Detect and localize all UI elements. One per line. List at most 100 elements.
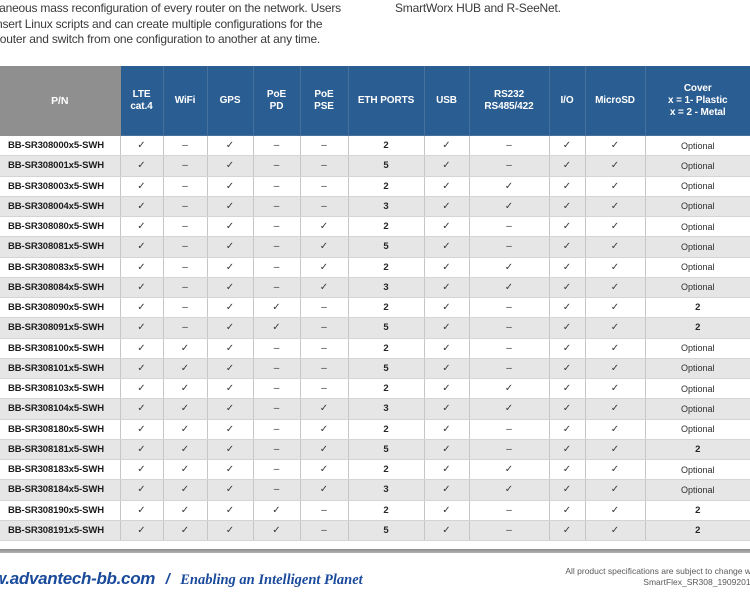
dash-icon: – [163, 135, 208, 157]
part-number-cell: BB-SR308104x5-SWH [0, 398, 121, 420]
spec-value-cell: 2 [645, 520, 750, 542]
dash-icon: – [253, 338, 301, 359]
check-icon: ✓ [120, 277, 164, 299]
spec-table-container: P/N LTE cat.4 WiFi GPS PoE PD PoE PSE ETH PORTS US… [0, 66, 750, 542]
part-number-cell: BB-SR308103x5-SWH [0, 378, 121, 400]
dash-icon: – [300, 196, 349, 218]
check-icon: ✓ [207, 439, 254, 461]
column-header: WiFi [163, 66, 208, 136]
check-icon: ✓ [424, 257, 470, 278]
intro-paragraph: taneous mass reconfiguration of every ro… [0, 1, 381, 48]
check-icon: ✓ [120, 155, 164, 177]
dash-icon: – [163, 216, 208, 238]
cover-value-cell: Optional [645, 398, 750, 420]
part-number-cell: BB-SR308190x5-SWH [0, 500, 121, 521]
dash-icon: – [253, 135, 301, 157]
intro-line: taneous mass reconfiguration of every ro… [0, 1, 341, 15]
check-icon: ✓ [549, 398, 586, 420]
dash-icon: – [469, 135, 550, 157]
table-row: BB-SR308103x5-SWH ✓ ✓ ✓ – –2 ✓ ✓ ✓ ✓ Optional [0, 378, 750, 400]
table-row: BB-SR308104x5-SWH ✓ ✓ ✓ – ✓ 3 ✓ ✓ ✓ ✓ Optional [0, 398, 750, 420]
table-row: BB-SR308181x5-SWH ✓ ✓ ✓ – ✓ 5 ✓ – ✓ ✓ 2 [0, 439, 750, 461]
footer-website-link[interactable]: w.advantech-bb.com [0, 569, 156, 588]
part-number-cell: BB-SR308181x5-SWH [0, 439, 121, 461]
check-icon: ✓ [585, 196, 646, 218]
column-header-pn: P/N [0, 66, 121, 136]
spec-value-cell: 5 [348, 520, 425, 542]
check-icon: ✓ [424, 236, 470, 258]
check-icon: ✓ [424, 500, 470, 521]
cover-value-cell: Optional [645, 155, 750, 177]
dash-icon: – [300, 176, 349, 197]
part-number-cell: BB-SR308084x5-SWH [0, 277, 121, 299]
part-number-cell: BB-SR308081x5-SWH [0, 236, 121, 258]
check-icon: ✓ [424, 196, 470, 218]
footer-tagline: Enabling an Intelligent Planet [180, 572, 363, 588]
dash-icon: – [253, 439, 301, 461]
dash-icon: – [300, 297, 349, 319]
spec-value-cell: 2 [645, 500, 750, 521]
check-icon: ✓ [585, 378, 646, 400]
check-icon: ✓ [585, 439, 646, 461]
spec-value-cell: 2 [348, 216, 425, 238]
check-icon: ✓ [585, 459, 646, 481]
table-row: BB-SR308191x5-SWH ✓ ✓ ✓ ✓ –5 ✓ – ✓ ✓ 2 [0, 520, 750, 542]
table-row: BB-SR308004x5-SWH ✓ – ✓ – –3 ✓ ✓ ✓ ✓ Optional [0, 196, 750, 218]
check-icon: ✓ [549, 297, 586, 319]
check-icon: ✓ [585, 500, 646, 521]
part-number-cell: BB-SR308180x5-SWH [0, 419, 121, 440]
check-icon: ✓ [424, 459, 470, 481]
check-icon: ✓ [549, 216, 586, 238]
dash-icon: – [253, 277, 301, 299]
dash-icon: – [253, 358, 301, 380]
part-number-cell: BB-SR308000x5-SWH [0, 135, 121, 157]
check-icon: ✓ [585, 135, 646, 157]
column-header: PoE PD [253, 66, 301, 136]
table-row: BB-SR308183x5-SWH ✓ ✓ ✓ – ✓ 2 ✓ ✓ ✓ ✓ Optional [0, 459, 750, 481]
check-icon: ✓ [585, 297, 646, 319]
check-icon: ✓ [549, 155, 586, 177]
check-icon: ✓ [120, 176, 164, 197]
check-icon: ✓ [207, 216, 254, 238]
check-icon: ✓ [207, 378, 254, 400]
check-icon: ✓ [300, 277, 349, 299]
check-icon: ✓ [207, 419, 254, 440]
spec-value-cell: 2 [348, 419, 425, 440]
spec-value-cell: 5 [348, 317, 425, 339]
check-icon: ✓ [424, 479, 470, 501]
cover-value-cell: Optional [645, 196, 750, 218]
table-row: BB-SR308190x5-SWH ✓ ✓ ✓ ✓ –2 ✓ – ✓ ✓ 2 [0, 500, 750, 521]
check-icon: ✓ [163, 398, 208, 420]
check-icon: ✓ [549, 419, 586, 440]
spec-value-cell: 3 [348, 479, 425, 501]
spec-value-cell: 2 [348, 135, 425, 157]
table-row: BB-SR308083x5-SWH ✓ – ✓ – ✓ 2 ✓ ✓ ✓ ✓ Optional [0, 257, 750, 278]
dash-icon: – [469, 317, 550, 339]
dash-icon: – [163, 176, 208, 197]
check-icon: ✓ [424, 338, 470, 359]
check-icon: ✓ [120, 338, 164, 359]
check-icon: ✓ [469, 196, 550, 218]
check-icon: ✓ [549, 520, 586, 542]
table-row: BB-SR308084x5-SWH ✓ – ✓ – ✓ 3 ✓ ✓ ✓ ✓ Optional [0, 277, 750, 299]
dash-icon: – [300, 135, 349, 157]
check-icon: ✓ [424, 398, 470, 420]
dash-icon: – [253, 398, 301, 420]
check-icon: ✓ [549, 358, 586, 380]
check-icon: ✓ [549, 277, 586, 299]
check-icon: ✓ [469, 277, 550, 299]
part-number-cell: BB-SR308003x5-SWH [0, 176, 121, 197]
dash-icon: – [469, 236, 550, 258]
check-icon: ✓ [207, 196, 254, 218]
check-icon: ✓ [585, 419, 646, 440]
part-number-cell: BB-SR308004x5-SWH [0, 196, 121, 218]
cover-value-cell: Optional [645, 419, 750, 440]
spec-value-cell: 3 [348, 196, 425, 218]
part-number-cell: BB-SR308101x5-SWH [0, 358, 121, 380]
check-icon: ✓ [120, 500, 164, 521]
table-row: BB-SR308003x5-SWH ✓ – ✓ – –2 ✓ ✓ ✓ ✓ Optional [0, 176, 750, 197]
check-icon: ✓ [163, 439, 208, 461]
table-row: BB-SR308080x5-SWH ✓ – ✓ – ✓ 2 ✓ – ✓ ✓ Optional [0, 216, 750, 238]
column-header: RS232 RS485/422 [469, 66, 550, 136]
check-icon: ✓ [120, 297, 164, 319]
